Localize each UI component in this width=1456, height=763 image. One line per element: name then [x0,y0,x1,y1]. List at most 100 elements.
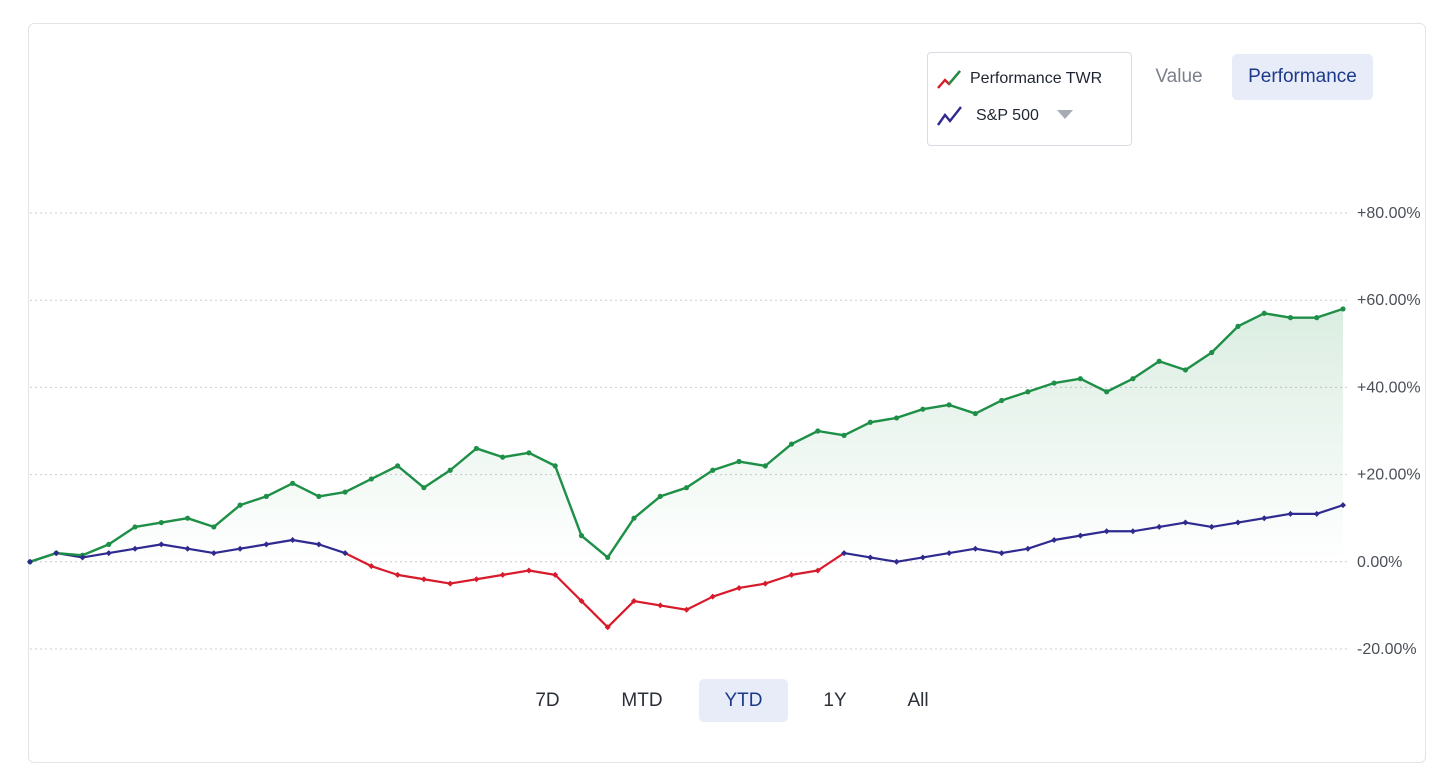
sp500-line-segment [738,582,766,590]
range-mtd-button[interactable]: MTD [621,690,663,711]
range-all-button[interactable]: All [907,690,929,711]
y-tick-label: 0.00% [1357,554,1402,571]
sp500-point [263,541,270,548]
portfolio-point [1261,310,1267,316]
sp500-line-segment [82,551,109,559]
sp500-line-segment [712,586,740,598]
y-tick-label: +20.00% [1357,467,1421,484]
sp500-point [394,571,401,578]
sp500-line-segment [870,556,897,563]
portfolio-point [473,445,480,452]
sp500-point [53,550,60,557]
range-ytd-button[interactable]: YTD [699,679,788,722]
sp500-point [867,554,874,561]
sp500-point [709,593,716,600]
sp500-line-segment [843,551,871,559]
portfolio-point [263,493,269,499]
sp500-point [1234,519,1241,526]
sp500-line-segment [344,552,372,568]
sp500-point [946,550,953,557]
sp500-point [998,550,1005,557]
sp500-point [105,550,112,557]
portfolio-point [683,485,690,491]
portfolio-point [132,524,138,530]
sp500-point [210,550,217,557]
portfolio-point [1104,389,1110,395]
sp500-point [420,576,427,583]
sp500-point [27,558,33,565]
range-1y-button[interactable]: 1Y [823,690,847,711]
range-7d-button[interactable]: 7D [535,690,560,711]
legend-item-sp500[interactable]: S&P 500 [936,103,1073,129]
sp500-line-segment [633,599,661,607]
portfolio-point [1340,306,1346,312]
sp500-line-segment [922,551,950,559]
portfolio-point [500,454,506,460]
portfolio-point [158,519,164,526]
sp500-point [447,580,454,587]
portfolio-point [421,485,427,491]
sp500-line-segment [1237,517,1265,524]
value-toggle-button[interactable]: Value [1155,66,1203,87]
portfolio-point [106,541,112,547]
sp500-line-segment [187,547,215,555]
chevron-down-icon[interactable] [1056,109,1073,119]
sp500-point [473,576,480,583]
sp500-point [972,545,979,552]
sp500-point [893,558,900,565]
sp500-line-segment [1185,521,1212,529]
sp500-line-segment [1316,504,1344,515]
portfolio-point [788,441,795,447]
sp500-line-segment [791,569,818,576]
portfolio-point [972,410,978,417]
blue-line-icon [937,106,962,126]
sp500-point [1340,502,1346,509]
sp500-point [368,563,375,570]
performance-chart: +80.00% +60.00% +40.00% +20.00% 0.00% -20.00% [27,205,1421,658]
sp500-line-segment [423,578,451,585]
portfolio-point [893,415,900,421]
sp500-point [79,554,86,561]
sp500-line-segment [239,543,267,550]
sp500-point [289,537,296,543]
portfolio-point [1025,389,1031,395]
sp500-point [1287,510,1294,517]
sp500-point [184,545,191,552]
portfolio-point [841,432,847,438]
portfolio-point [290,480,296,486]
sp500-point [604,624,611,631]
sp500-point [683,606,690,613]
sp500-line-segment [1132,525,1160,533]
portfolio-point [1156,358,1162,364]
portfolio-point [578,533,585,539]
sp500-line-segment [1053,534,1081,542]
legend-item-performance[interactable]: Performance TWR [936,66,1102,92]
portfolio-point [1235,323,1241,329]
sp500-line-segment [1027,538,1055,550]
sp500-point [1208,523,1215,530]
legend-box: Performance TWR S&P 500 [927,52,1132,146]
performance-toggle-button[interactable]: Performance [1232,54,1373,100]
sp500-line-segment [1158,521,1186,529]
sp500-point [499,571,506,578]
sp500-line-segment [554,574,583,602]
portfolio-point [762,463,768,469]
sp500-line-segment [213,547,241,555]
portfolio-point [1209,349,1215,356]
sp500-line-segment [108,547,136,555]
portfolio-point [237,502,243,508]
sp500-line-segment [975,547,1002,555]
sp500-point [1077,532,1084,539]
sp500-line-segment [371,565,398,576]
portfolio-point [631,515,637,521]
sp500-point [552,571,559,578]
sp500-point [788,571,795,578]
sp500-point [578,598,585,605]
sp500-line-segment [318,543,346,555]
sp500-line-segment [606,600,635,628]
sp500-point [919,554,926,561]
portfolio-point [1051,380,1057,386]
sp500-point [657,602,664,609]
sp500-point [1182,519,1189,526]
sp500-line-segment [1001,547,1029,555]
